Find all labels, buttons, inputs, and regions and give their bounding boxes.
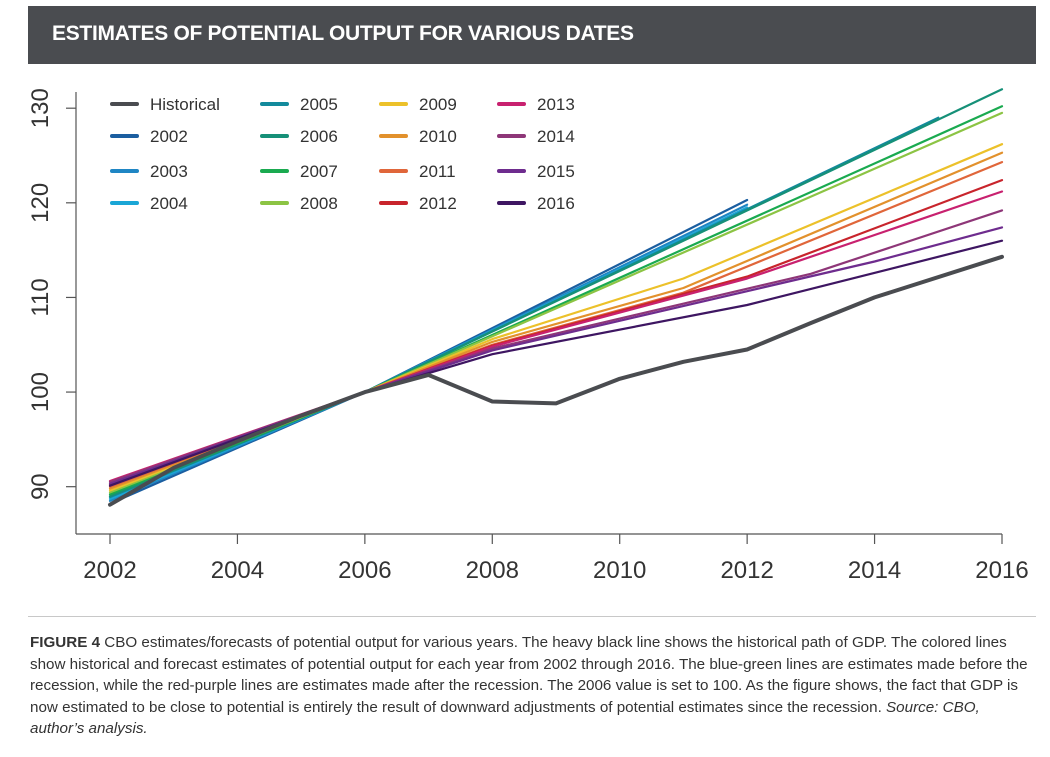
axes: 2002 2004 2006 2008 2010 2012 2014 2016 90 100 110… [27,88,1029,584]
legend-label-2016: 2016 [537,194,575,213]
legend-label-2004: 2004 [150,194,188,213]
legend-label-2009: 2009 [419,95,457,114]
legend-label-2007: 2007 [300,162,338,181]
legend-label-2015: 2015 [537,162,575,181]
legend-label-2012: 2012 [419,194,457,213]
line-chart: 2002 2004 2006 2008 2010 2012 2014 2016 90 100 110… [27,88,1029,584]
x-tick-label: 2012 [720,557,773,584]
figure-caption: FIGURE 4 CBO estimates/forecasts of pote… [30,632,1030,740]
caption-divider [28,616,1036,617]
caption-source: Source: CBO, author’s analysis. [30,698,980,738]
x-tick-label: 2010 [593,557,646,584]
series-line-historical [108,254,1004,507]
y-tick-label: 110 [27,278,54,316]
x-tick-label: 2004 [211,557,264,584]
x-tick-label: 2016 [975,557,1028,584]
legend-label-2002: 2002 [150,127,188,146]
legend-label-2011: 2011 [419,162,456,181]
legend-label-2014: 2014 [537,127,575,146]
series-line-2016 [108,239,1004,487]
legend-label-2005: 2005 [300,95,338,114]
y-tick-label: 130 [27,88,54,128]
legend-label-2010: 2010 [419,127,457,146]
x-tick-label: 2014 [848,557,901,584]
x-tick-label: 2008 [466,557,519,584]
legend-label-historical: Historical [150,95,220,114]
figure-label: FIGURE 4 [30,634,101,651]
x-tick-label: 2006 [338,557,391,584]
x-tick-label: 2002 [83,557,136,584]
legend-label-2006: 2006 [300,127,338,146]
caption-text: CBO estimates/forecasts of potential out… [30,634,1028,716]
legend: Historical 2002 2003 2004 2005 2006 2007 2008 20… [110,95,575,213]
y-tick-label: 90 [27,473,54,500]
series-lines [108,88,1004,507]
legend-label-2008: 2008 [300,194,338,213]
chart-title: ESTIMATES OF POTENTIAL OUTPUT FOR VARIOU… [52,22,634,45]
legend-label-2013: 2013 [537,95,575,114]
y-tick-label: 120 [27,183,54,223]
legend-label-2003: 2003 [150,162,188,181]
y-tick-label: 100 [27,372,54,412]
chart-title-banner: ESTIMATES OF POTENTIAL OUTPUT FOR VARIOU… [28,6,1036,64]
